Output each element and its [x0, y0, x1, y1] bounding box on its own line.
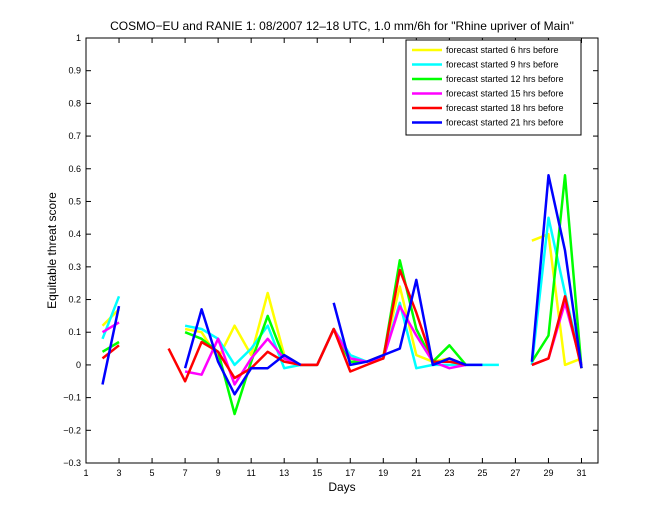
legend-entry: forecast started 18 hrs before — [412, 103, 564, 113]
series-line-segment — [101, 305, 121, 385]
legend-entry: forecast started 6 hrs before — [412, 45, 559, 55]
series-lines — [101, 174, 583, 416]
y-tick-label: 0.6 — [68, 164, 81, 174]
series-line-segment — [183, 308, 302, 396]
legend-label: forecast started 15 hrs before — [446, 89, 564, 99]
x-tick-label: 21 — [411, 468, 421, 478]
series-line-segment — [530, 174, 583, 369]
y-axis-label: Equitable threat score — [45, 192, 59, 309]
x-tick-label: 5 — [150, 468, 155, 478]
x-tick-label: 19 — [378, 468, 388, 478]
series-line-segment — [531, 232, 582, 367]
series-line-segment — [101, 344, 120, 360]
x-tick-label: 1 — [83, 468, 88, 478]
y-tick-label: 0.8 — [68, 98, 81, 108]
series-line-segment — [167, 268, 467, 383]
series-line-segment — [332, 278, 483, 367]
legend-box — [405, 39, 582, 136]
y-tick-label: 1 — [76, 33, 81, 43]
x-tick-label: 17 — [345, 468, 355, 478]
x-tick-label: 13 — [279, 468, 289, 478]
x-tick-label: 11 — [246, 468, 255, 478]
series-4 — [101, 268, 583, 383]
x-tick-label: 23 — [444, 468, 454, 478]
series-line-segment — [530, 174, 583, 369]
y-tick-label: −0.1 — [63, 393, 81, 403]
legend-entry: forecast started 21 hrs before — [412, 118, 564, 128]
legend-label: forecast started 18 hrs before — [446, 103, 564, 113]
y-tick-label: 0.1 — [68, 327, 81, 337]
y-tick-label: −0.2 — [63, 425, 81, 435]
x-tick-label: 9 — [216, 468, 221, 478]
axis-ticks: 1 3 5 7 9 11 13 15 17 19 21 23 25 27 29 31−0.3−0.2−0.10… — [63, 33, 598, 478]
legend-entry: forecast started 15 hrs before — [412, 89, 564, 99]
x-tick-label: 3 — [117, 468, 122, 478]
x-tick-label: 31 — [576, 468, 586, 478]
x-tick-label: 7 — [183, 468, 188, 478]
y-tick-label: 0.4 — [68, 229, 81, 239]
y-tick-label: 0 — [76, 360, 81, 370]
y-tick-label: 0.3 — [68, 262, 81, 272]
x-axis-label: Days — [328, 480, 355, 494]
series-line-segment — [531, 295, 583, 369]
legend: forecast started 6 hrs before forecast st… — [405, 39, 582, 136]
y-tick-label: 0.5 — [68, 196, 81, 206]
y-tick-label: −0.3 — [63, 458, 81, 468]
legend-label: forecast started 12 hrs before — [446, 74, 564, 84]
legend-label: forecast started 6 hrs before — [446, 45, 559, 55]
x-tick-label: 15 — [312, 468, 322, 478]
legend-label: forecast started 21 hrs before — [446, 118, 564, 128]
legend-entry: forecast started 12 hrs before — [412, 74, 564, 84]
x-tick-label: 29 — [543, 468, 553, 478]
y-tick-label: 0.9 — [68, 66, 81, 76]
legend-entry: forecast started 9 hrs before — [412, 60, 559, 70]
y-tick-label: 0.7 — [68, 131, 81, 141]
series-5 — [101, 174, 583, 396]
legend-label: forecast started 9 hrs before — [446, 60, 559, 70]
x-tick-label: 27 — [510, 468, 520, 478]
chart-title: COSMO−EU and RANIE 1: 08/2007 12–18 UTC,… — [110, 19, 574, 33]
x-tick-label: 25 — [477, 468, 487, 478]
y-tick-label: 0.2 — [68, 295, 81, 305]
